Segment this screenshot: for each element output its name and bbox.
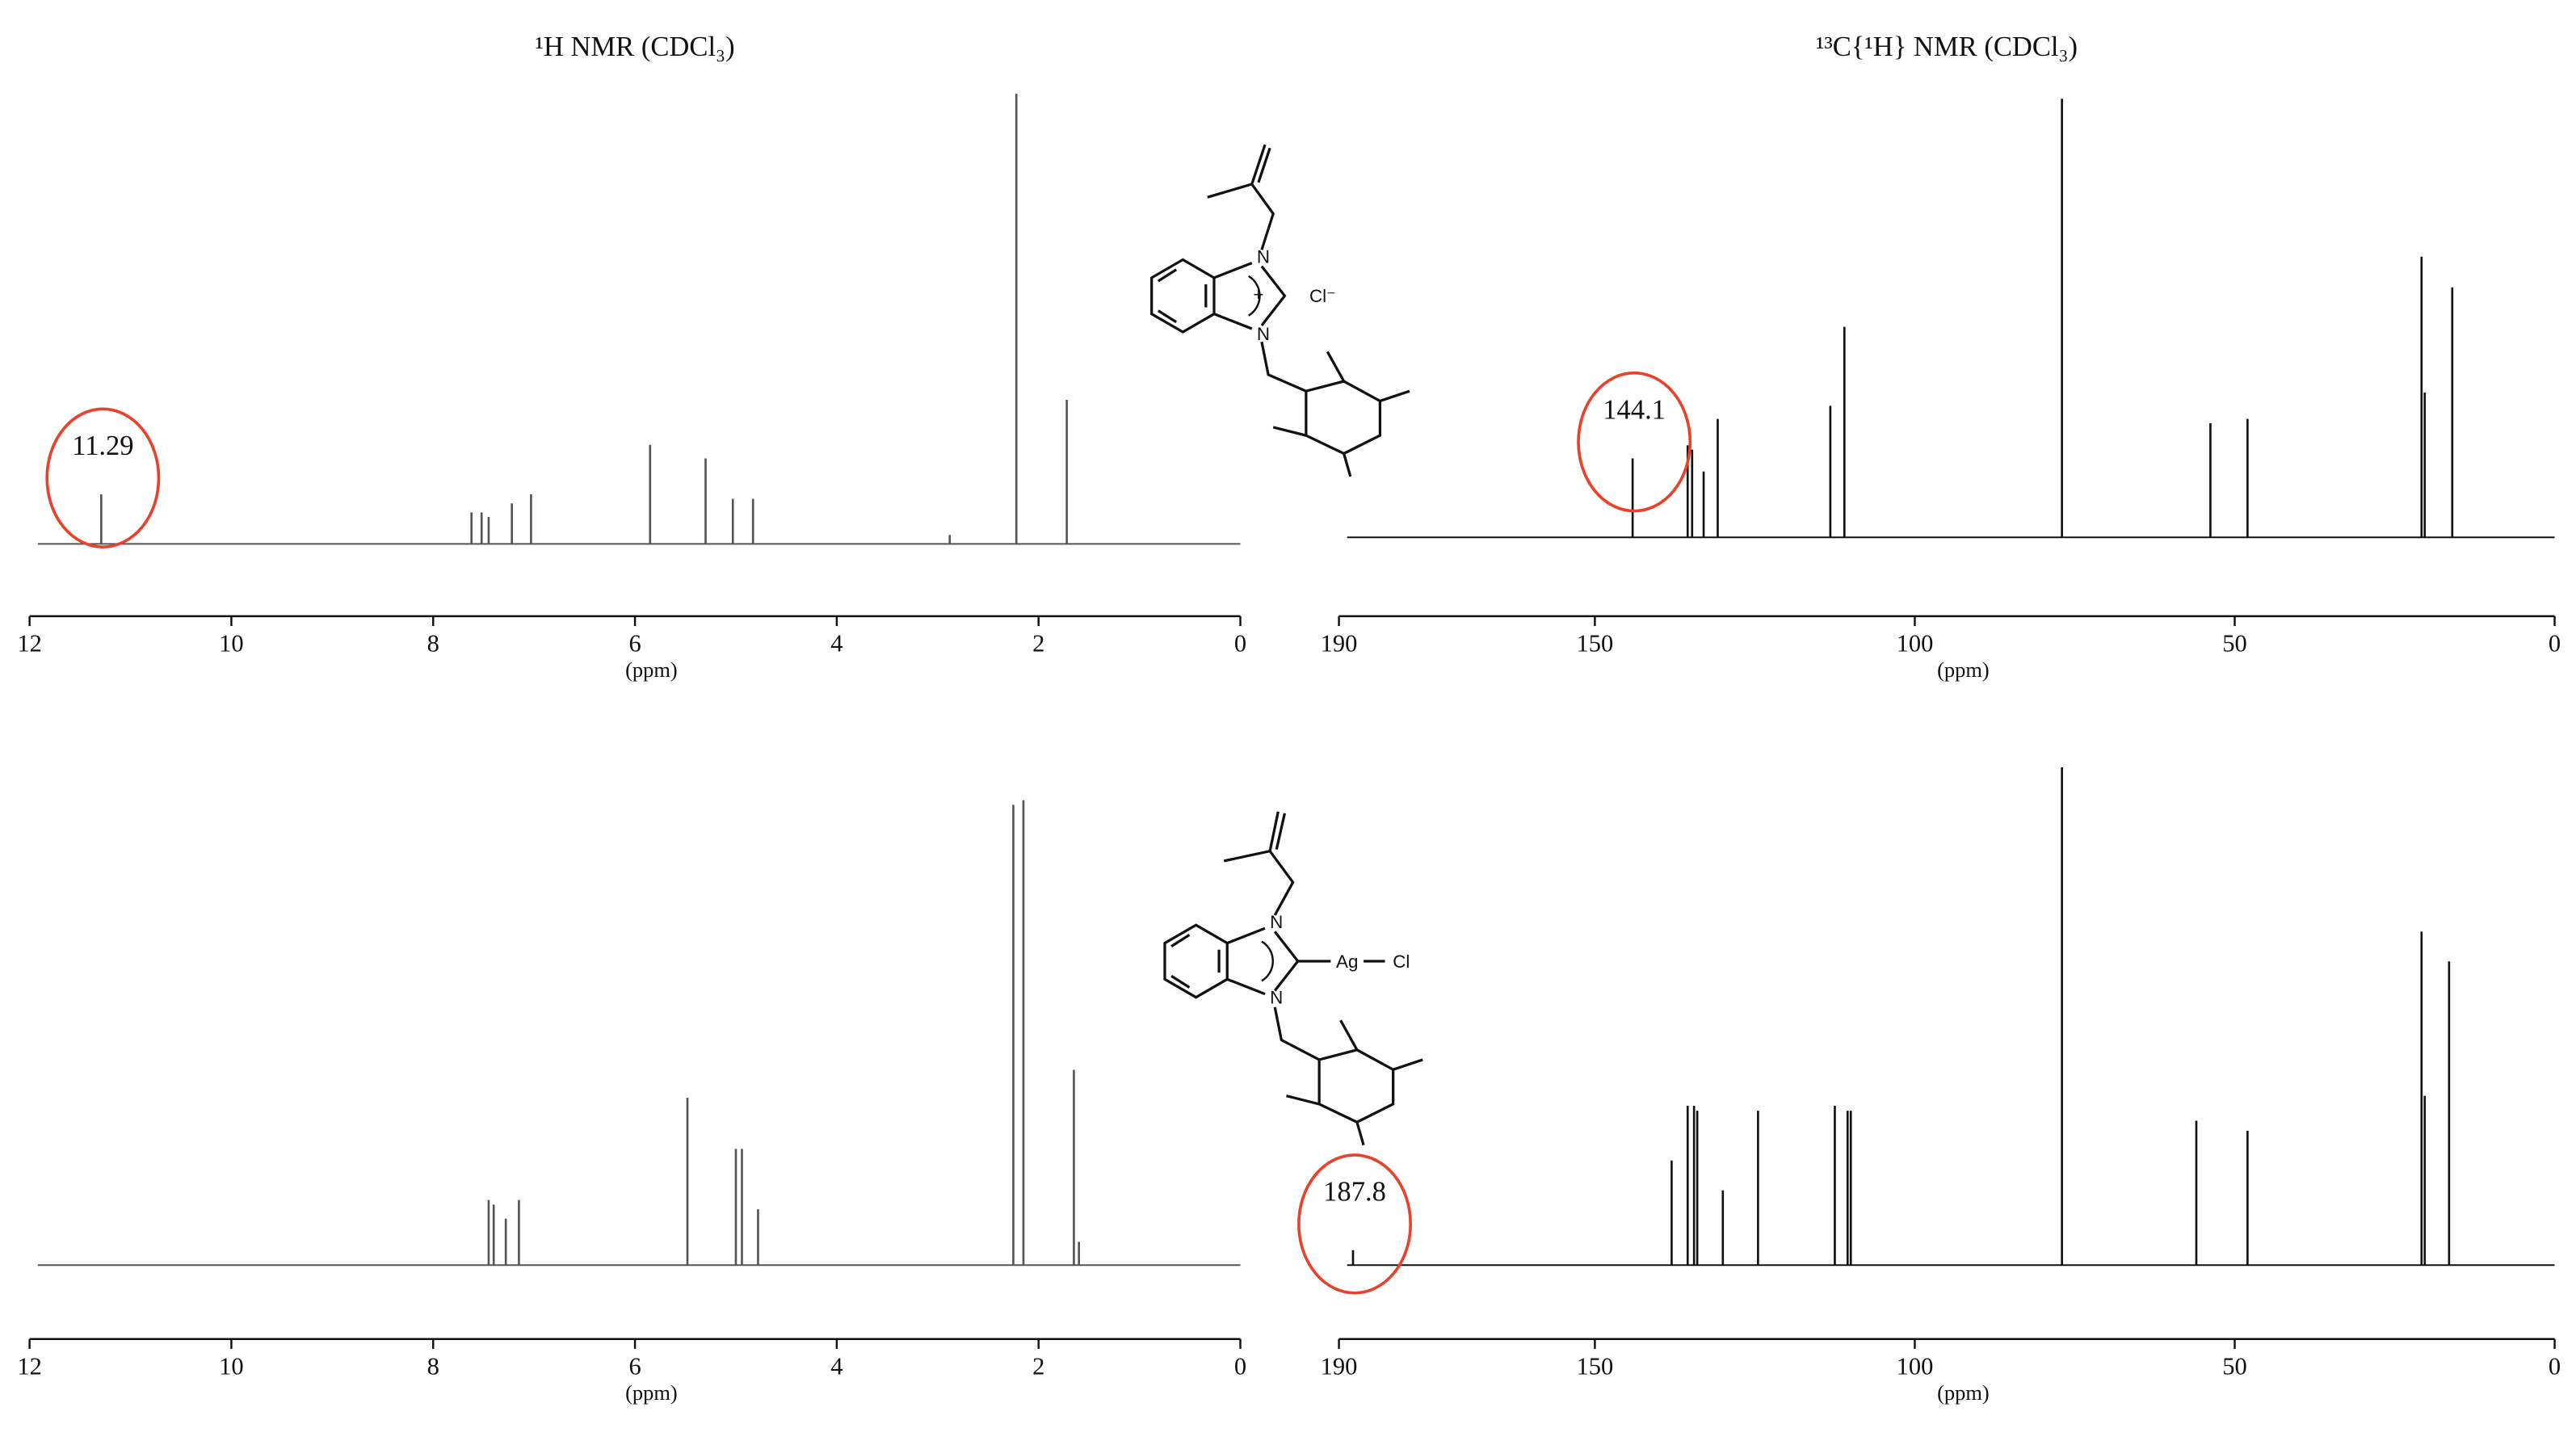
x-tick-label: 0 bbox=[2549, 1352, 2561, 1380]
annotation: 11.29 bbox=[72, 431, 133, 461]
x-axis-label: (ppm) bbox=[625, 657, 678, 682]
x-tick-label: 2 bbox=[1032, 629, 1044, 657]
x-tick-label: 12 bbox=[17, 629, 41, 657]
x-axis-label: (ppm) bbox=[1937, 657, 1990, 682]
x-tick-label: 12 bbox=[17, 1352, 41, 1380]
x-tick-label: 150 bbox=[1577, 1352, 1614, 1380]
atom-label: N bbox=[1257, 324, 1270, 344]
charge-label: + bbox=[1253, 284, 1263, 305]
x-tick-label: 190 bbox=[1321, 629, 1358, 657]
x-tick-label: 2 bbox=[1032, 1352, 1044, 1380]
x-tick-label: 8 bbox=[427, 1352, 439, 1380]
chart-title: ¹H NMR (CDCl₃) bbox=[536, 32, 735, 62]
x-tick-label: 4 bbox=[830, 1352, 843, 1380]
chart-title: ¹³C{¹H} NMR (CDCl₃) bbox=[1816, 32, 2078, 62]
x-tick-label: 50 bbox=[2222, 1352, 2247, 1380]
structure: N N Ag Cl bbox=[1163, 811, 1423, 1146]
x-axis-label: (ppm) bbox=[625, 1380, 678, 1405]
annotation-circle bbox=[1577, 371, 1692, 513]
atom-label: Cl bbox=[1393, 952, 1410, 972]
x-tick-label: 10 bbox=[219, 629, 244, 657]
x-tick-label: 100 bbox=[1897, 1352, 1934, 1380]
x-tick-label: 8 bbox=[427, 629, 439, 657]
x-tick-label: 50 bbox=[2222, 629, 2247, 657]
x-tick-label: 100 bbox=[1897, 629, 1934, 657]
annotation: 144.1 bbox=[1603, 394, 1666, 425]
x-tick-label: 6 bbox=[628, 1352, 641, 1380]
atom-label: N bbox=[1257, 246, 1270, 267]
x-tick-label: 0 bbox=[2549, 629, 2561, 657]
annotation-circle bbox=[45, 407, 161, 548]
x-tick-label: 0 bbox=[1234, 629, 1246, 657]
x-tick-label: 0 bbox=[1234, 1352, 1246, 1380]
x-tick-label: 6 bbox=[628, 629, 641, 657]
x-tick-label: 190 bbox=[1321, 1352, 1358, 1380]
x-tick-label: 10 bbox=[219, 1352, 244, 1380]
atom-label: Ag bbox=[1336, 952, 1358, 972]
annotation: 187.8 bbox=[1323, 1177, 1386, 1208]
atom-label: N bbox=[1270, 988, 1283, 1008]
structure: N N + Cl⁻ bbox=[1150, 144, 1410, 477]
annotation-circle bbox=[1297, 1153, 1412, 1295]
atom-label: N bbox=[1270, 912, 1283, 932]
counter-ion: Cl⁻ bbox=[1309, 286, 1336, 306]
x-tick-label: 4 bbox=[830, 629, 843, 657]
x-axis-label: (ppm) bbox=[1937, 1380, 1990, 1405]
x-tick-label: 150 bbox=[1577, 629, 1614, 657]
